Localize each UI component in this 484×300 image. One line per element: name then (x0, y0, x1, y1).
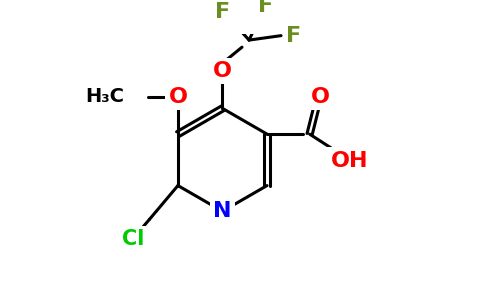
Text: F: F (215, 2, 230, 22)
Text: F: F (257, 0, 272, 16)
Text: O: O (213, 61, 232, 81)
Text: H₃C: H₃C (86, 87, 125, 106)
Text: H: H (111, 87, 128, 107)
Text: O: O (168, 87, 187, 107)
Text: Cl: Cl (122, 229, 145, 249)
Text: O: O (311, 87, 330, 107)
Text: OH: OH (331, 151, 368, 171)
Text: H: H (111, 87, 128, 107)
Text: N: N (213, 201, 232, 221)
Text: F: F (286, 26, 301, 46)
